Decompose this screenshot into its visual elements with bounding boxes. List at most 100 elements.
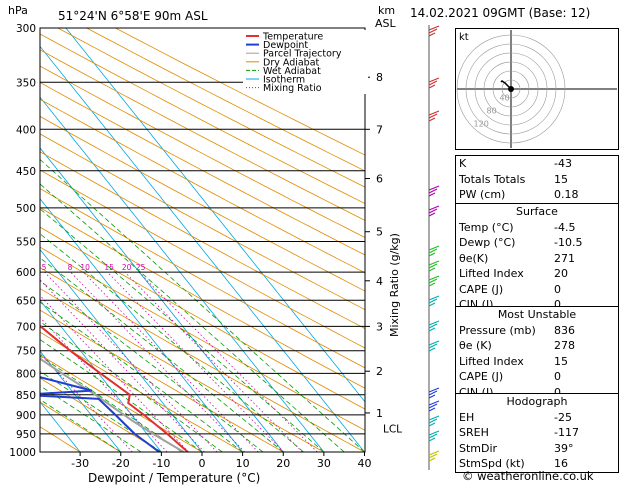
wind-barb <box>428 387 440 399</box>
legend-label: Dewpoint <box>263 40 308 51</box>
mixing-ratio-line <box>44 271 218 452</box>
k-index-value: -43 <box>554 157 572 170</box>
mixing-ratio-line <box>83 271 259 452</box>
dry-adiabat <box>40 115 365 292</box>
dry-adiabat <box>40 226 365 410</box>
dry-adiabat <box>40 82 365 256</box>
pressure-tick-label: 550 <box>16 236 36 248</box>
most-unstable-table: Most Unstable Pressure (mb) 836 θe (K) 278… <box>455 306 619 401</box>
mixing-ratio-label: 15 <box>104 263 114 272</box>
wind-barb <box>428 205 440 217</box>
mixing-ratio-line <box>124 271 303 452</box>
hodograph-ring-label: 40 <box>499 94 509 103</box>
mu-cin-value: 0 <box>554 385 561 399</box>
mu-cape-label: CAPE (J) <box>459 370 504 383</box>
mixing-ratio-label: 5 <box>42 263 47 272</box>
pw-label: PW (cm) <box>459 188 506 201</box>
isotherm-line <box>40 96 325 452</box>
temp-tick-label: -10 <box>152 457 170 470</box>
hodograph-ring <box>474 52 548 126</box>
surface-thetae-label: θe(K) <box>459 251 489 265</box>
wind-barb <box>428 415 440 427</box>
surface-cin-value: 0 <box>554 298 561 311</box>
legend-label: Parcel Trajectory <box>263 49 342 60</box>
pressure-tick-label: 750 <box>16 346 36 358</box>
watermark: © weatheronline.co.uk <box>462 469 594 483</box>
legend-label: Dry Adiabat <box>263 57 320 68</box>
stmspd-value: 16 <box>554 457 568 470</box>
pressure-tick-label: 700 <box>16 321 36 333</box>
isotherm-line <box>40 248 203 452</box>
height-tick-label: 4 <box>376 275 383 288</box>
dry-adiabat <box>40 98 365 274</box>
hodograph-ring-label: 80 <box>487 106 497 115</box>
legend-label: Isotherm <box>263 75 305 86</box>
dry-adiabat <box>115 28 365 156</box>
mu-pressure-label: Pressure (mb) <box>459 323 536 337</box>
dewpoint-profile <box>40 376 160 452</box>
wind-barb <box>428 245 440 257</box>
mu-li-value: 15 <box>554 354 568 368</box>
mu-thetae-label: θe (K) <box>459 339 492 352</box>
wind-barb <box>428 450 440 462</box>
hodograph-ring-label: 120 <box>474 119 489 128</box>
temp-tick-label: 20 <box>276 457 290 470</box>
wet-adiabat <box>40 183 345 452</box>
sreh-label: SREH <box>459 426 489 439</box>
surface-li-value: 20 <box>554 267 568 280</box>
temp-tick-label: 30 <box>317 457 331 470</box>
surface-cape-value: 0 <box>554 282 561 296</box>
hodograph-ring <box>501 79 521 99</box>
stmdir-value: 39° <box>554 441 574 455</box>
wet-adiabat <box>40 339 203 452</box>
height-tick-label: 1 <box>376 407 383 420</box>
temp-tick-label: -30 <box>71 457 89 470</box>
legend-label: Wet Adiabat <box>263 66 321 77</box>
surface-table: Surface Temp (°C) -4.5 Dewp (°C) -10.5 θe(… <box>455 203 619 314</box>
height-tick-label: 7 <box>376 123 383 136</box>
hodograph-ring <box>483 61 539 117</box>
stmspd-label: StmSpd (kt) <box>459 457 525 470</box>
isotherm-line <box>40 299 162 452</box>
legend-label: Temperature <box>262 32 323 43</box>
dry-adiabat <box>57 28 365 188</box>
height-tick-label: 2 <box>376 365 383 378</box>
height-tick-label: 3 <box>376 320 383 333</box>
wind-barb <box>428 25 440 37</box>
isotherm-line <box>65 28 365 403</box>
pressure-tick-label: 1000 <box>9 447 36 459</box>
hodograph-table-title: Hodograph <box>506 395 568 408</box>
wind-barb <box>428 110 440 122</box>
dry-adiabat <box>40 33 365 205</box>
mixing-ratio-label: 10 <box>80 263 90 272</box>
legend-box <box>243 30 368 94</box>
pressure-tick-label: 850 <box>16 390 36 402</box>
isotherm-line <box>40 45 365 452</box>
surface-dewp-label: Dewp (°C) <box>459 236 516 249</box>
hodograph-storm-motion <box>508 86 514 92</box>
mixing-ratio-line <box>138 271 318 452</box>
wind-barb-column <box>428 25 440 470</box>
hodograph-ring <box>456 34 566 144</box>
isotherm-line <box>40 198 243 452</box>
wind-barb <box>428 430 440 442</box>
eh-value: -25 <box>554 410 572 424</box>
height-tick-label: 8 <box>376 71 383 84</box>
hodograph-unit: kt <box>459 32 469 43</box>
dry-adiabat <box>40 49 365 221</box>
dry-adiabat <box>40 377 162 452</box>
surface-dewp-value: -10.5 <box>554 236 583 249</box>
pressure-tick-label: 800 <box>16 368 36 380</box>
mixing-ratio-label: 8 <box>68 263 73 272</box>
mu-pressure-value: 836 <box>554 323 575 337</box>
height-tick-label: 6 <box>376 173 383 186</box>
most-unstable-title: Most Unstable <box>497 308 577 321</box>
wind-barb <box>428 275 440 287</box>
station-header: 51°24'N 6°58'E 90m ASL <box>58 9 208 23</box>
pressure-tick-label: 450 <box>16 166 36 178</box>
wind-barb <box>428 77 440 89</box>
dry-adiabat <box>40 401 122 452</box>
k-index-label: K <box>459 157 467 170</box>
